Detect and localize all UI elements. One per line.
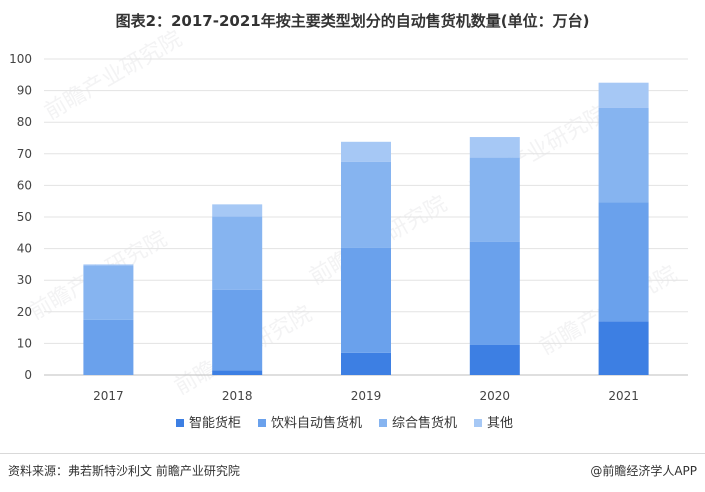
bar-segment xyxy=(212,370,263,375)
legend-label: 其他 xyxy=(487,416,513,431)
bar-segment xyxy=(341,161,391,248)
bar-segment xyxy=(598,82,649,108)
y-tick-label: 20 xyxy=(17,305,32,319)
y-tick-label: 90 xyxy=(17,84,32,98)
x-tick-label: 2019 xyxy=(351,389,382,403)
y-tick-label: 40 xyxy=(17,242,32,256)
legend-label: 智能货柜 xyxy=(189,415,241,431)
bar-segment xyxy=(469,137,520,158)
legend-swatch xyxy=(379,419,387,427)
x-tick-label: 2020 xyxy=(480,389,511,403)
x-tick-label: 2017 xyxy=(93,389,124,403)
bar-segment xyxy=(598,202,649,322)
bar-segment xyxy=(598,107,649,203)
chart-title: 图表2：2017-2021年按主要类型划分的自动售货机数量(单位：万台) xyxy=(115,12,590,30)
bar-segment xyxy=(598,321,649,375)
x-tick-label: 2021 xyxy=(608,389,639,403)
bar-segment xyxy=(469,344,520,375)
bar-segment xyxy=(341,352,391,375)
bar-segment xyxy=(341,141,391,162)
bars-layer xyxy=(83,82,649,375)
bar-segment xyxy=(469,241,520,345)
legend-swatch xyxy=(258,419,266,427)
legend-label: 饮料自动售货机 xyxy=(271,415,362,431)
y-tick-label: 60 xyxy=(17,178,32,192)
y-tick-label: 80 xyxy=(17,115,32,129)
bar-segment xyxy=(469,157,520,242)
y-tick-label: 70 xyxy=(17,147,32,161)
bar-segment xyxy=(212,216,263,290)
bar-segment xyxy=(83,319,134,375)
bar-segment xyxy=(83,265,134,320)
legend-swatch xyxy=(474,419,482,427)
y-tick-label: 30 xyxy=(17,273,32,287)
bar-segment xyxy=(83,264,134,266)
footer-divider xyxy=(0,453,705,454)
y-tick-label: 0 xyxy=(24,368,32,382)
watermark-text: 前瞻产业研究院 xyxy=(41,27,187,126)
legend: 智能货柜 饮料自动售货机 综合售货机 其他 xyxy=(176,415,513,431)
y-tick-label: 10 xyxy=(17,336,32,350)
y-tick-label: 100 xyxy=(9,52,32,66)
source-note: 资料来源：弗若斯特沙利文 前瞻产业研究院 xyxy=(8,464,240,478)
y-tick-label: 50 xyxy=(17,210,32,224)
bar-segment xyxy=(212,289,263,371)
x-tick-label: 2018 xyxy=(222,389,253,403)
legend-label: 综合售货机 xyxy=(392,415,457,431)
credit-note: @前瞻经济学人APP xyxy=(590,464,697,478)
bar-segment xyxy=(341,247,391,353)
axes-layer: 0 10 20 30 40 50 60 70 80 90 100 2017 2018 2019 2020 20… xyxy=(9,52,639,403)
legend-swatch xyxy=(176,419,184,427)
bar-segment xyxy=(212,204,263,217)
